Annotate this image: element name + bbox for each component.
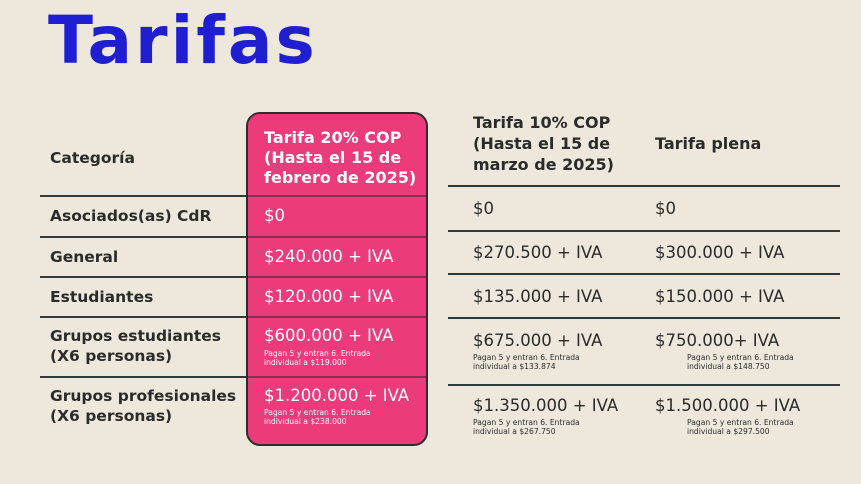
row-price-tier1: $600.000 + IVA [264,326,394,345]
row-category: Grupos profesionales [50,387,237,405]
row-price-tier2: $135.000 + IVA [473,287,603,306]
row-note-tier3: Pagan 5 y entran 6. Entrada [687,418,794,427]
row-note-tier2: individual a $133.874 [473,362,556,371]
row-price-tier1: $120.000 + IVA [264,287,394,306]
row-note-tier3: Pagan 5 y entran 6. Entrada [687,353,794,362]
row-price-tier3: $750.000+ IVA [655,331,780,350]
row-price-tier2: $1.350.000 + IVA [473,396,619,415]
row-category-sub: (X6 personas) [50,347,173,365]
header-tier2-line1: Tarifa 10% COP [473,113,611,132]
divider [448,230,840,232]
row-category-sub: (X6 personas) [50,407,173,425]
header-tier1-line2: (Hasta el 15 de [264,148,402,167]
row-note-tier3: individual a $148.750 [687,362,770,371]
row-note-tier2: Pagan 5 y entran 6. Entrada [473,353,580,362]
row-price-tier1: $1.200.000 + IVA [264,386,410,405]
row-category: Grupos estudiantes [50,327,221,345]
row-price-tier2: $270.500 + IVA [473,243,603,262]
row-price-tier1: $0 [264,206,285,225]
divider [448,384,840,386]
divider [40,236,246,238]
row-price-tier2: $0 [473,199,494,218]
divider [248,195,426,197]
divider [40,195,246,197]
divider [40,276,246,278]
header-tier2-line3: marzo de 2025) [473,155,614,174]
highlighted-column [246,112,428,446]
header-tier2-line2: (Hasta el 15 de [473,134,611,153]
row-price-tier2: $675.000 + IVA [473,331,603,350]
row-price-tier3: $300.000 + IVA [655,243,785,262]
header-tier1-line3: febrero de 2025) [264,168,417,187]
row-category: Asociados(as) CdR [50,207,212,225]
row-note-tier1: Pagan 5 y entran 6. Entrada [264,349,371,358]
divider [248,316,426,318]
row-price-tier3: $150.000 + IVA [655,287,785,306]
row-note-tier3: individual a $297.500 [687,427,770,436]
divider [448,317,840,319]
divider [248,236,426,238]
header-tier3: Tarifa plena [655,134,762,153]
row-price-tier1: $240.000 + IVA [264,247,394,266]
row-note-tier1: individual a $119.000 [264,358,347,367]
page-title: Tarifas [48,2,318,79]
header-tier1-line1: Tarifa 20% COP [264,128,402,147]
divider [248,276,426,278]
divider [40,316,246,318]
row-category: General [50,248,119,266]
row-price-tier3: $0 [655,199,676,218]
divider [248,376,426,378]
row-note-tier1: individual a $238.000 [264,417,347,426]
divider [448,185,840,187]
row-price-tier3: $1.500.000 + IVA [655,396,801,415]
row-category: Estudiantes [50,288,154,306]
row-note-tier1: Pagan 5 y entran 6. Entrada [264,408,371,417]
row-note-tier2: Pagan 5 y entran 6. Entrada [473,418,580,427]
row-note-tier2: individual a $267.750 [473,427,556,436]
divider [448,273,840,275]
header-category: Categoría [50,149,135,167]
divider [40,376,246,378]
